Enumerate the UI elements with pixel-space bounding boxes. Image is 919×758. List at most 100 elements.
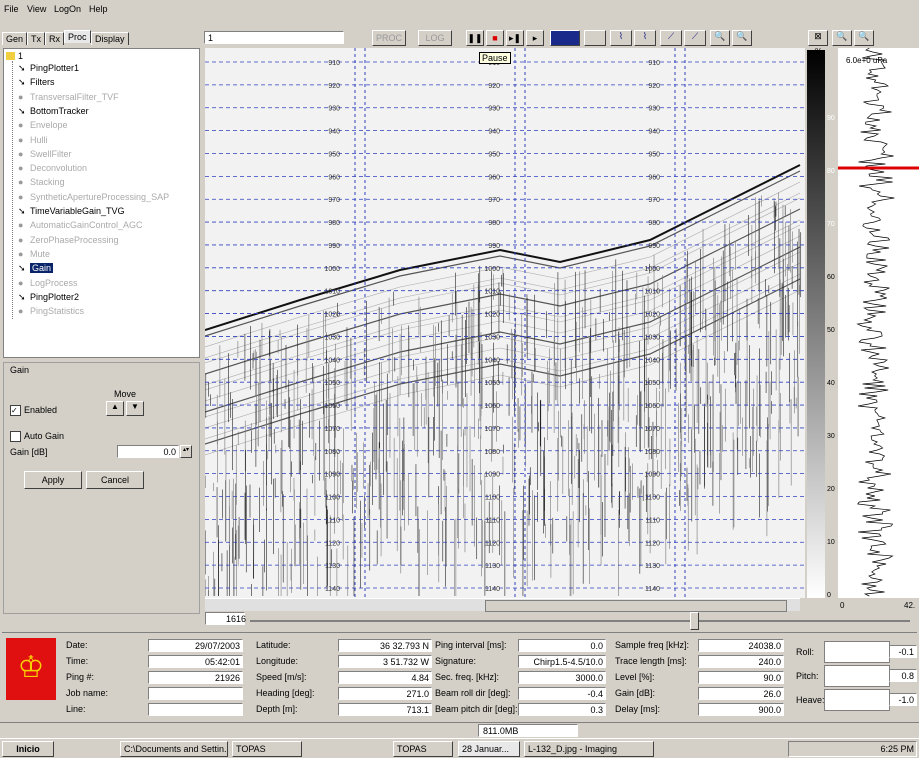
fit-button[interactable]: ⊠ [808, 30, 828, 46]
sediment-layer [205, 192, 801, 359]
tree-item[interactable]: Deconvolution [30, 163, 88, 174]
info-label: Time: [66, 656, 89, 666]
color-scale: % 90 80 70 60 50 40 30 20 10 0 [807, 48, 835, 599]
tree-item[interactable]: BottomTracker [30, 105, 89, 116]
tree-item[interactable]: PingPlotter2 [30, 291, 80, 302]
info-value: 240.0 [698, 655, 784, 668]
zoom-in-button[interactable]: 🔍 [710, 30, 730, 46]
info-value [148, 703, 243, 716]
tree-icon: ● [18, 191, 24, 202]
gain-panel: Gain Move ▲ ▼ ✓ Enabled Auto Gain Gain [… [3, 362, 200, 614]
info-label: Ping interval [ms]: [435, 640, 507, 650]
depth-label: 1090 [644, 472, 660, 479]
depth-label: 1010 [484, 289, 500, 296]
depth-label: 1100 [645, 495, 660, 502]
menu-item[interactable]: File [4, 4, 19, 14]
tree-item[interactable]: PingStatistics [30, 306, 85, 317]
pause-button[interactable]: ❚❚ [466, 30, 484, 46]
info-label: Delay [ms]: [615, 704, 661, 714]
scroll-thumb[interactable] [485, 600, 787, 612]
info-value: 21926 [148, 671, 243, 684]
tab[interactable]: Display [91, 32, 129, 45]
taskbar: Inicio 6:25 PM C:\Documents and Settin..… [0, 738, 919, 758]
tree-item[interactable]: SyntheticApertureProcessing_SAP [30, 191, 170, 202]
taskbar-button[interactable]: TOPAS [232, 741, 302, 757]
tree-item[interactable]: PingPlotter1 [30, 63, 80, 73]
slider-track[interactable] [250, 620, 910, 622]
depth-label: 1140 [325, 586, 340, 593]
move-down-button[interactable]: ▼ [126, 401, 144, 416]
menu-item[interactable]: View [27, 4, 47, 14]
trace2-button[interactable]: ⌇ [634, 30, 656, 46]
tree-item[interactable]: ZeroPhaseProcessing [30, 234, 119, 245]
tree-icon: ➘ [18, 105, 26, 116]
tab[interactable]: Proc [64, 30, 91, 43]
tree-item[interactable]: SwellFilter [30, 148, 72, 159]
tree-icon: ● [18, 306, 24, 317]
h-scrollbar[interactable] [205, 598, 800, 612]
taskbar-button[interactable]: 28 Januar... [458, 741, 520, 757]
cancel-button[interactable]: Cancel [86, 471, 144, 489]
tree-icon: ➘ [18, 63, 26, 73]
enabled-checkbox[interactable]: ✓ [10, 405, 21, 416]
tree-item[interactable]: Gain [30, 263, 54, 274]
menu-item[interactable]: LogOn [54, 4, 82, 14]
gain-spinner[interactable]: ▴▾ [180, 445, 192, 458]
taskbar-button[interactable]: L-132_D.jpg - Imaging [524, 741, 654, 757]
depth-label: 990 [328, 243, 340, 250]
logo: ♔ [6, 638, 56, 700]
tab[interactable]: Gen [2, 32, 28, 45]
tree-item[interactable]: Filters [30, 77, 55, 88]
depth-label: 1060 [644, 403, 660, 410]
tree-item[interactable]: Envelope [30, 120, 68, 131]
tab[interactable]: Tx [27, 32, 45, 45]
echogram-background [205, 48, 805, 598]
menu-item[interactable]: Help [89, 4, 108, 14]
apply-button[interactable]: Apply [24, 471, 82, 489]
depth-label: 1000 [484, 266, 500, 273]
depth-label: 990 [488, 243, 500, 250]
move-up-button[interactable]: ▲ [106, 401, 124, 416]
zoom-out-2-button[interactable]: 🔍 [854, 30, 874, 46]
gray-button[interactable] [584, 30, 606, 46]
info-label: Latitude: [256, 640, 291, 650]
graph-button[interactable]: ⟋ [660, 30, 682, 46]
trace-button[interactable]: ⌇ [610, 30, 632, 46]
depth-label: 940 [328, 129, 340, 136]
tab[interactable]: Rx [45, 32, 64, 45]
sediment-layer [205, 273, 801, 440]
slider-thumb[interactable] [690, 612, 699, 630]
tree-item[interactable]: AutomaticGainControl_AGC [30, 220, 143, 231]
play-button[interactable]: ▸ [526, 30, 544, 46]
depth-label: 920 [328, 83, 340, 90]
gain-input[interactable]: 0.0 [117, 445, 179, 458]
motion-graph [824, 665, 890, 687]
info-label: Longitude: [256, 656, 299, 666]
enabled-label: Enabled [24, 405, 58, 415]
zoom-in-2-button[interactable]: 🔍 [832, 30, 852, 46]
tree-icon: ➘ [18, 263, 26, 274]
process-tree: 1 ➘ PingPlotter1 ➘ Filters ● TransversalFilter… [3, 48, 200, 358]
graph2-button[interactable]: ⟋ [684, 30, 706, 46]
tree-item[interactable]: Hulli [30, 134, 48, 145]
auto-gain-checkbox[interactable] [10, 431, 21, 442]
color-button[interactable] [550, 30, 580, 46]
tree-item[interactable]: TimeVariableGain_TVG [30, 206, 125, 216]
depth-label: 1010 [324, 289, 340, 296]
zoom-out-button[interactable]: 🔍 [732, 30, 752, 46]
tree-item[interactable]: Mute [30, 248, 51, 259]
tree-item[interactable]: LogProcess [30, 277, 78, 288]
step-button[interactable]: ▸❚ [506, 30, 524, 46]
page-field[interactable]: 1 [204, 31, 344, 44]
start-button[interactable]: Inicio [2, 741, 54, 757]
log-button[interactable]: LOG [418, 30, 452, 46]
trace-amplitude: 6.0e+0 uPa [846, 56, 888, 65]
taskbar-button[interactable]: TOPAS [393, 741, 453, 757]
taskbar-button[interactable]: C:\Documents and Settin... [120, 741, 228, 757]
depth-label: 970 [328, 197, 340, 204]
tree-item[interactable]: TransversalFilter_TVF [30, 91, 119, 102]
tree-item[interactable]: Stacking [30, 177, 65, 188]
stop-button[interactable]: ■ [486, 30, 504, 46]
proc-button[interactable]: PROC [372, 30, 406, 46]
info-label: Speed [m/s]: [256, 672, 307, 682]
